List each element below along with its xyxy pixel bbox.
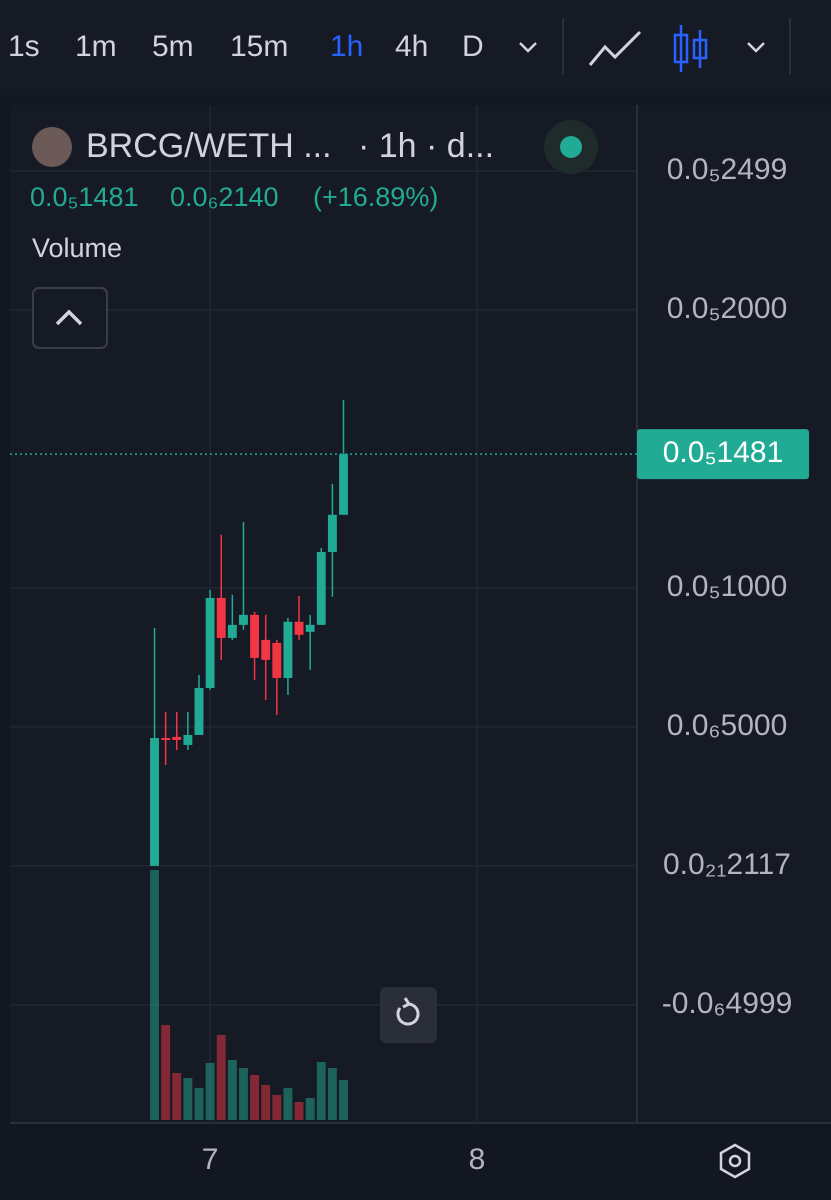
y-tick-label: 0.0₅2499 bbox=[667, 153, 788, 186]
y-tick-label: 0.0₅1000 bbox=[667, 570, 788, 603]
symbol[interactable]: BRCG/WETH ... bbox=[86, 127, 332, 165]
last-price-tag bbox=[637, 429, 809, 480]
volume-bar bbox=[305, 1098, 315, 1120]
candle-body bbox=[316, 552, 326, 625]
candle-body bbox=[227, 624, 237, 638]
volume-bar bbox=[161, 1025, 171, 1120]
y-tick-label: 0.0₆5000 bbox=[667, 709, 788, 742]
status-dot bbox=[560, 136, 582, 158]
volume-bar bbox=[216, 1035, 226, 1120]
settings-icon-center bbox=[728, 1154, 742, 1168]
legend-meta: · 1h · d... bbox=[358, 127, 494, 165]
chevron-up bbox=[55, 309, 83, 326]
volume-bar bbox=[327, 1068, 337, 1120]
plot bbox=[10, 105, 637, 1123]
candle-body bbox=[283, 621, 293, 678]
volume-label: Volume bbox=[32, 233, 122, 263]
candle-body bbox=[305, 624, 315, 632]
candle-chart-icon[interactable] bbox=[673, 25, 708, 72]
chart-panel bbox=[10, 105, 831, 1123]
x-tick-label: 7 bbox=[202, 1143, 219, 1176]
volume-bar bbox=[172, 1073, 182, 1120]
candle-body bbox=[250, 614, 260, 658]
candle-body bbox=[327, 514, 337, 553]
candle-body bbox=[161, 738, 171, 741]
volume-bar bbox=[205, 1063, 215, 1120]
legend-change-pct: (+16.89%) bbox=[313, 182, 438, 212]
volume-bar bbox=[183, 1078, 193, 1120]
candle-body bbox=[150, 738, 159, 866]
x-tick-label: 8 bbox=[469, 1143, 486, 1176]
legend-change: 0.0₆2140 bbox=[170, 182, 279, 212]
toolbar bbox=[0, 0, 831, 95]
reset-arrow bbox=[402, 997, 412, 1009]
line-chart-icon[interactable] bbox=[588, 30, 642, 66]
volume-bar bbox=[150, 870, 159, 1120]
volume-bar bbox=[250, 1075, 260, 1120]
interval-button[interactable]: 15m bbox=[230, 30, 288, 63]
volume-bar bbox=[339, 1080, 348, 1120]
candle-body bbox=[183, 734, 193, 745]
volume-bar bbox=[194, 1088, 204, 1120]
candle-body bbox=[339, 454, 348, 515]
candle-body bbox=[239, 614, 248, 625]
settings-icon[interactable] bbox=[719, 1143, 751, 1179]
candle-body bbox=[261, 639, 271, 660]
candle-body bbox=[172, 736, 182, 740]
interval-button[interactable]: D bbox=[462, 30, 484, 63]
volume-bar bbox=[239, 1068, 248, 1120]
volume-bar bbox=[294, 1102, 304, 1120]
reset-icon bbox=[396, 1002, 420, 1026]
y-tick-label: -0.0₆4999 bbox=[662, 987, 793, 1020]
legend-close: 0.0₅1481 bbox=[30, 182, 138, 212]
candle-body bbox=[194, 687, 204, 735]
candle-body bbox=[216, 597, 226, 638]
last-price-label: 0.0₅1481 bbox=[663, 436, 784, 469]
candle-body bbox=[205, 597, 215, 688]
candle-body bbox=[294, 621, 304, 635]
interval-button[interactable]: 1h bbox=[330, 30, 363, 63]
y-tick-label: 0.0₅2000 bbox=[667, 292, 788, 325]
collapse-button[interactable] bbox=[32, 287, 108, 349]
volume-bar bbox=[272, 1095, 282, 1120]
volume-bar bbox=[316, 1062, 326, 1120]
candle-body bbox=[272, 642, 282, 678]
interval-button[interactable]: 4h bbox=[395, 30, 428, 63]
dropdown-icon[interactable] bbox=[519, 42, 537, 53]
volume-bar bbox=[227, 1060, 237, 1120]
interval-button[interactable]: 5m bbox=[152, 30, 194, 63]
interval-button[interactable]: 1m bbox=[75, 30, 117, 63]
y-tick-label: 0.0₂₁2117 bbox=[663, 848, 791, 881]
interval-button[interactable]: 1s bbox=[8, 30, 40, 63]
dropdown-icon[interactable] bbox=[747, 42, 765, 53]
volume-bar bbox=[283, 1088, 293, 1120]
volume-bar bbox=[261, 1085, 271, 1120]
token-icon bbox=[32, 127, 72, 167]
reset-button[interactable] bbox=[380, 987, 437, 1043]
